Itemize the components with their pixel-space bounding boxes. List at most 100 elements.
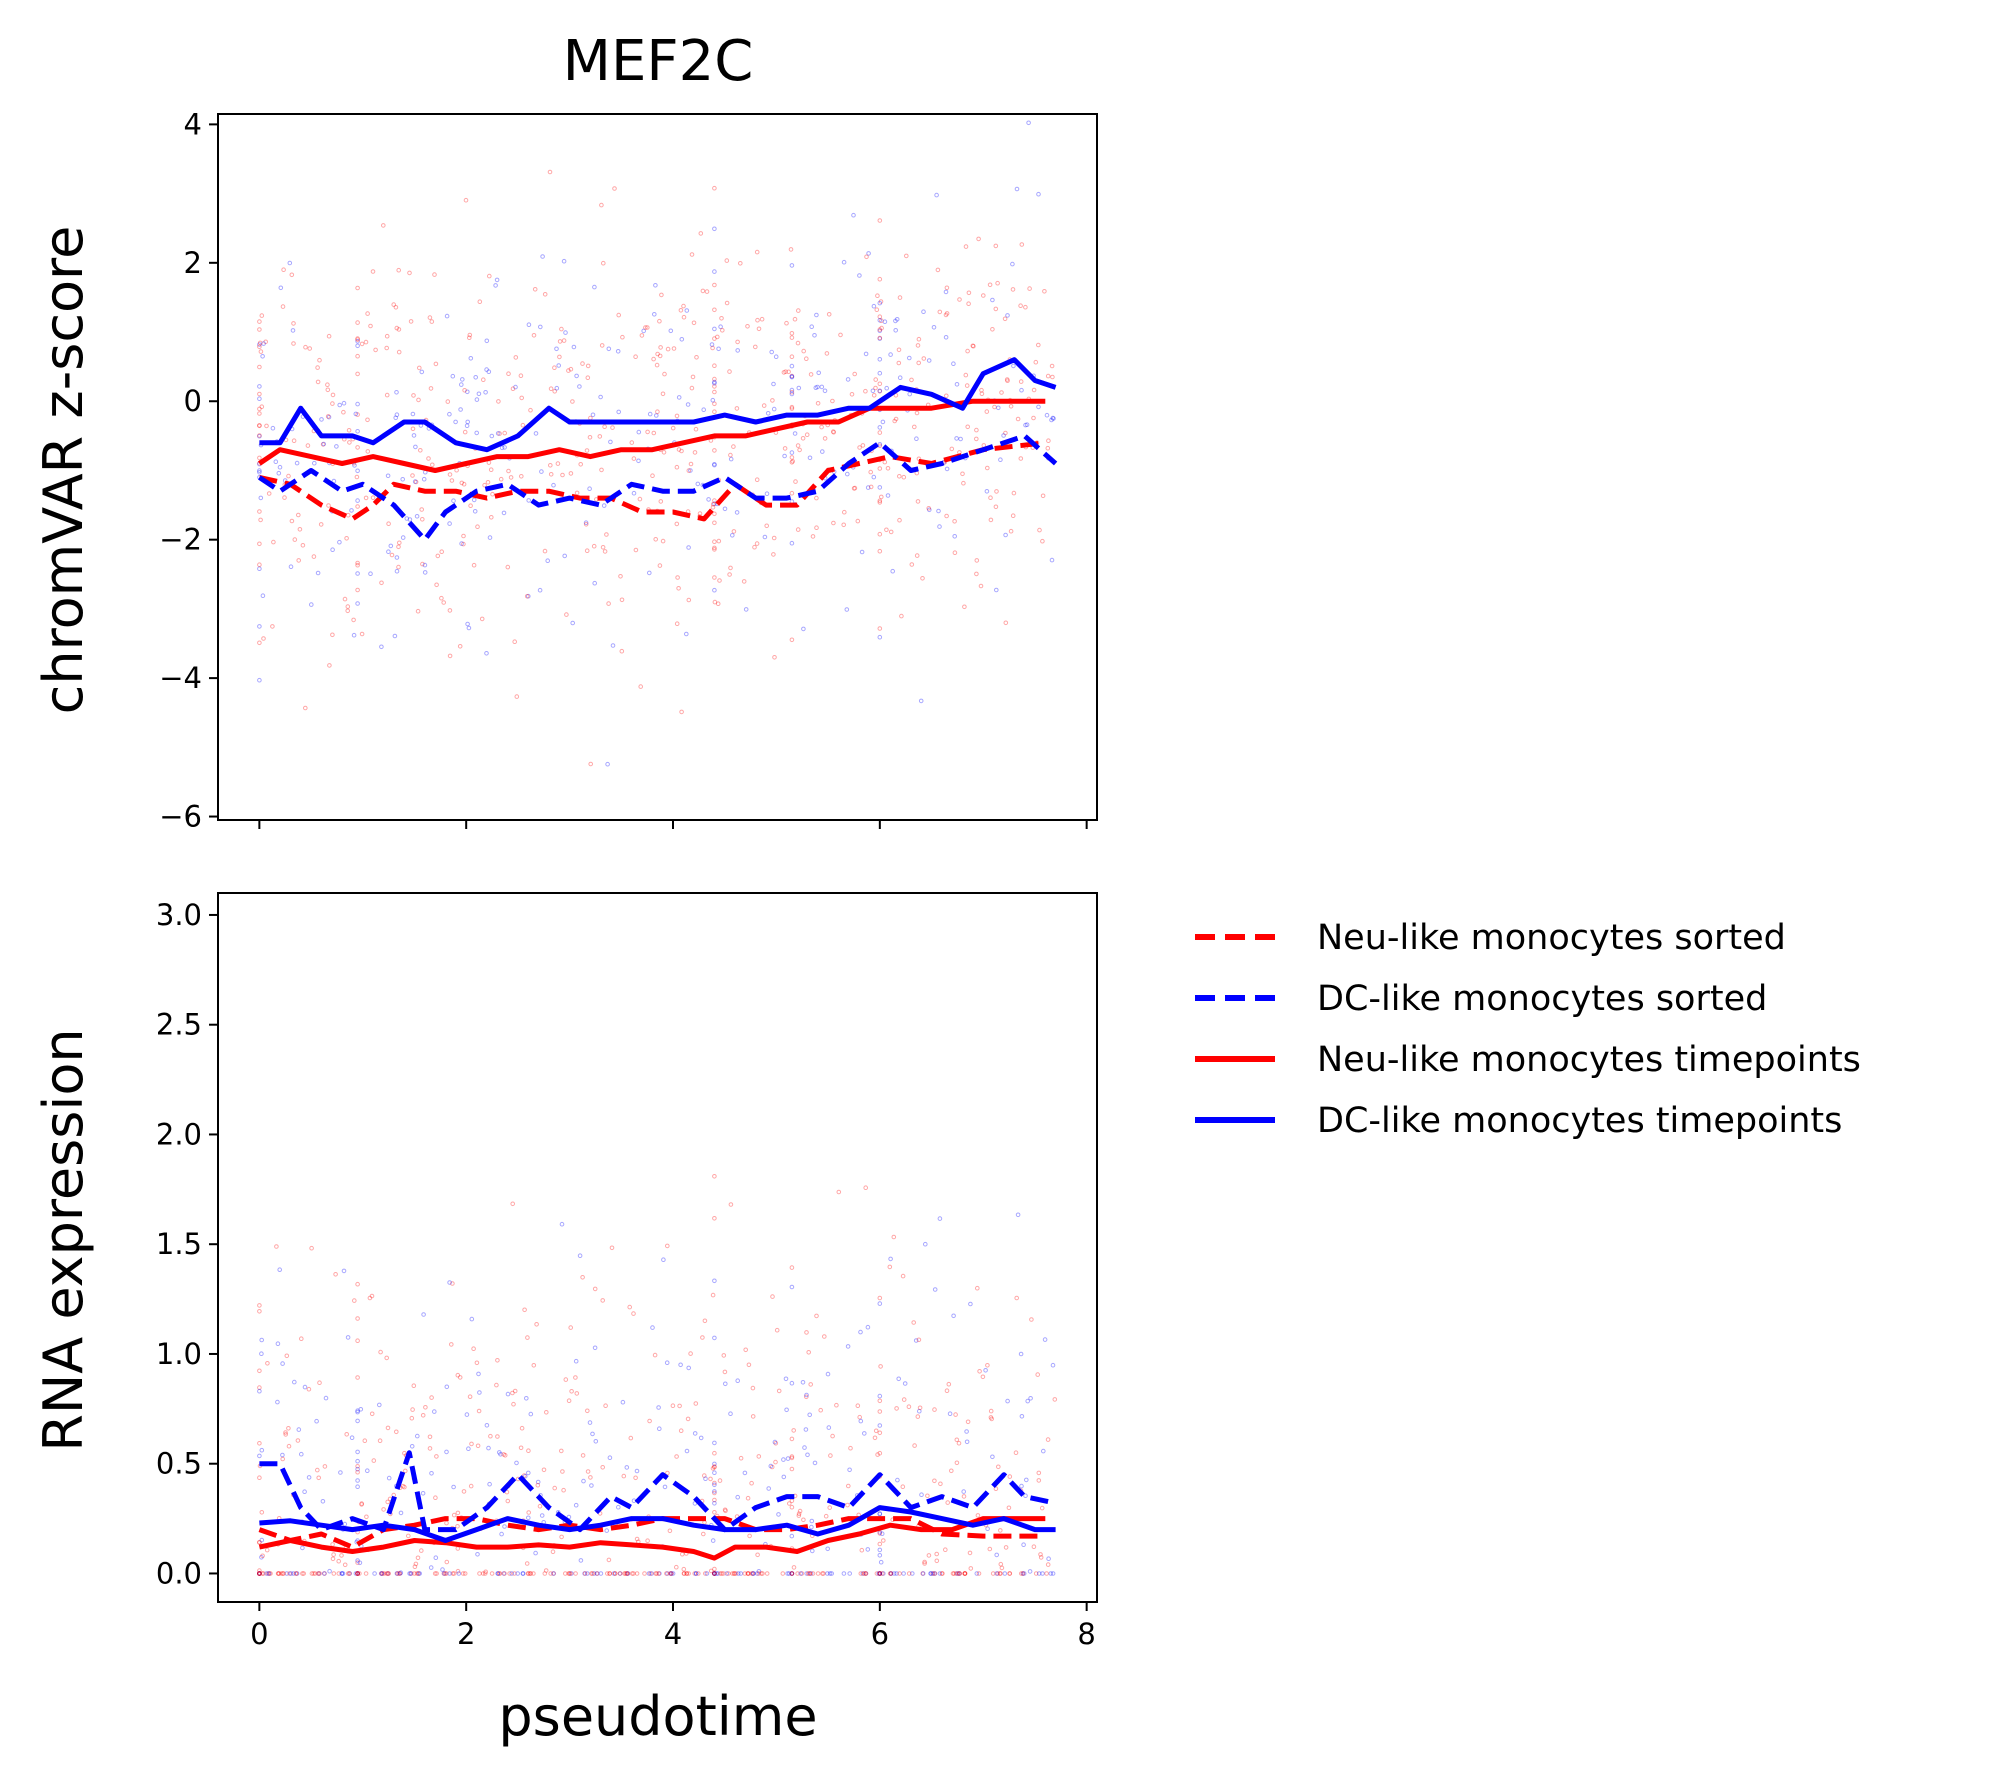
cell-point: [281, 1571, 286, 1576]
cell-point: [712, 462, 717, 467]
cell-point: [884, 527, 889, 533]
cell-point: [668, 1571, 673, 1576]
cell-point: [804, 1330, 809, 1335]
cell-point: [259, 404, 265, 410]
cell-point: [599, 467, 604, 473]
cell-point: [594, 1571, 600, 1576]
cell-point: [439, 549, 445, 555]
cell-point: [257, 1571, 262, 1576]
cell-point: [280, 1361, 285, 1366]
cell-point: [422, 570, 428, 575]
cell-point: [804, 1394, 809, 1400]
cell-point: [759, 316, 765, 322]
cell-point: [294, 1571, 300, 1576]
cell-point: [704, 289, 710, 294]
cell-point: [257, 1571, 262, 1576]
cell-point: [469, 1441, 474, 1447]
cell-point: [827, 1505, 833, 1510]
cell-point: [880, 419, 886, 425]
cell-point: [712, 1335, 717, 1341]
cell-point: [901, 1397, 907, 1402]
cell-point: [693, 426, 699, 432]
cell-point: [284, 1353, 290, 1359]
cell-point: [834, 1402, 839, 1408]
cell-point: [510, 386, 516, 392]
cell-point: [825, 1571, 830, 1576]
cell-point: [289, 518, 295, 524]
cell-point: [961, 1489, 967, 1494]
cell-point: [583, 520, 589, 526]
cell-point: [1039, 1505, 1045, 1511]
cell-point: [402, 1484, 407, 1490]
cell-point: [385, 1425, 391, 1431]
cell-point: [863, 1571, 869, 1576]
cell-point: [789, 354, 795, 360]
cell-point: [943, 312, 949, 318]
cell-point: [813, 385, 819, 391]
cell-point: [616, 312, 622, 318]
cell-point: [877, 466, 883, 471]
cell-point: [355, 1571, 360, 1576]
cell-point: [326, 333, 332, 339]
cell-point: [475, 1443, 481, 1449]
cell-point: [803, 1427, 809, 1432]
cell-point: [995, 1571, 1001, 1576]
cell-point: [841, 522, 847, 528]
cell-point: [618, 574, 623, 579]
cell-point: [877, 442, 883, 447]
cell-point: [496, 1571, 502, 1576]
cell-point: [257, 433, 262, 439]
cell-point: [524, 594, 530, 599]
cell-point: [652, 1352, 658, 1358]
y-tick-label: 0.0: [156, 1556, 202, 1590]
cell-point: [907, 355, 912, 361]
cell-point: [985, 1363, 990, 1368]
cell-point: [965, 348, 970, 354]
cell-point: [513, 355, 519, 360]
cell-point: [701, 1531, 706, 1537]
cell-point: [920, 1571, 926, 1576]
lines-layer: [258, 357, 1058, 1561]
cell-point: [330, 392, 336, 398]
cell-point: [412, 1564, 418, 1569]
cell-point: [645, 429, 650, 435]
cell-point: [926, 358, 932, 363]
cell-point: [259, 313, 265, 318]
cell-point: [505, 1498, 511, 1504]
cell-point: [1026, 120, 1031, 126]
cell-point: [1045, 1437, 1051, 1442]
cell-point: [795, 1571, 800, 1576]
cell-point: [455, 1524, 460, 1529]
cell-point: [1015, 416, 1021, 422]
cell-point: [993, 306, 999, 312]
cell-point: [434, 1454, 439, 1459]
cell-point: [782, 446, 788, 451]
cell-point: [789, 404, 795, 410]
cell-point: [1050, 1571, 1056, 1576]
cell-point: [949, 446, 955, 452]
cell-point: [1019, 1571, 1024, 1576]
cell-point: [712, 1571, 717, 1576]
cell-point: [915, 1414, 921, 1419]
cell-point: [367, 1295, 373, 1301]
cell-point: [751, 1571, 756, 1576]
cell-point: [606, 1557, 612, 1563]
cell-point: [267, 1571, 272, 1576]
cell-point: [450, 373, 456, 379]
cell-point: [495, 431, 501, 436]
cell-point: [297, 527, 303, 532]
cell-point: [688, 1351, 693, 1356]
cell-point: [287, 260, 293, 266]
cell-point: [466, 1446, 471, 1451]
cell-point: [858, 1329, 863, 1335]
cell-point: [439, 595, 444, 601]
cell-point: [623, 1571, 628, 1576]
cell-point: [938, 1481, 943, 1487]
cell-point: [756, 1571, 762, 1576]
cell-point: [771, 552, 776, 557]
cell-point: [662, 371, 667, 377]
cell-point: [674, 464, 680, 470]
cell-point: [619, 648, 625, 654]
cell-point: [877, 1571, 883, 1576]
cell-point: [633, 547, 639, 553]
